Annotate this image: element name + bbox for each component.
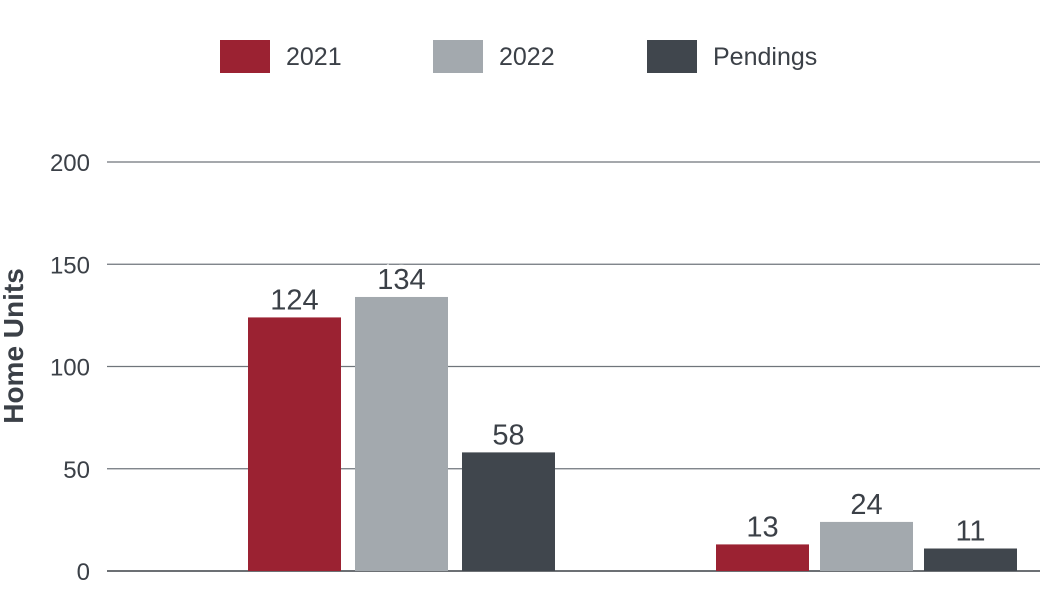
legend-label-2021: 2021	[286, 43, 342, 71]
bars	[248, 296, 1017, 571]
data-label-2021-group-2: 13	[746, 511, 778, 543]
bar-pendings-group-2	[924, 548, 1017, 571]
y-tick-label-100: 100	[50, 355, 90, 382]
legend-swatch-2022	[433, 40, 483, 73]
data-label-2022-group-2: 24	[850, 489, 882, 521]
gridlines	[107, 161, 1040, 572]
y-axis-title: Home Units	[0, 268, 29, 424]
bar-2021-group-1	[248, 317, 341, 571]
y-axis-ticks: 0 50 100 150 200	[50, 150, 90, 586]
data-label-pendings-group-1: 58	[492, 419, 524, 451]
legend-label-pendings: Pendings	[713, 43, 817, 71]
y-tick-label-150: 150	[50, 252, 90, 279]
legend-label-2022: 2022	[499, 43, 555, 71]
data-label-2021-group-1: 124	[270, 284, 318, 316]
legend-swatch-2021	[220, 40, 270, 73]
bar-2021-group-2	[716, 544, 809, 571]
y-tick-label-0: 0	[77, 559, 90, 585]
data-labels: 124 13 134 24 58 11	[266, 260, 989, 552]
data-label-2022-group-1: 134	[377, 264, 425, 296]
y-tick-label-200: 200	[50, 150, 90, 177]
data-label-pendings-group-2: 11	[955, 516, 985, 548]
bar-pendings-group-1	[462, 452, 555, 571]
legend: 2021 2022 Pendings	[220, 40, 817, 73]
y-tick-label-50: 50	[63, 457, 90, 484]
bar-2022-group-1	[355, 296, 448, 571]
bar-2022-group-2	[820, 521, 913, 571]
legend-swatch-pendings	[647, 40, 697, 73]
